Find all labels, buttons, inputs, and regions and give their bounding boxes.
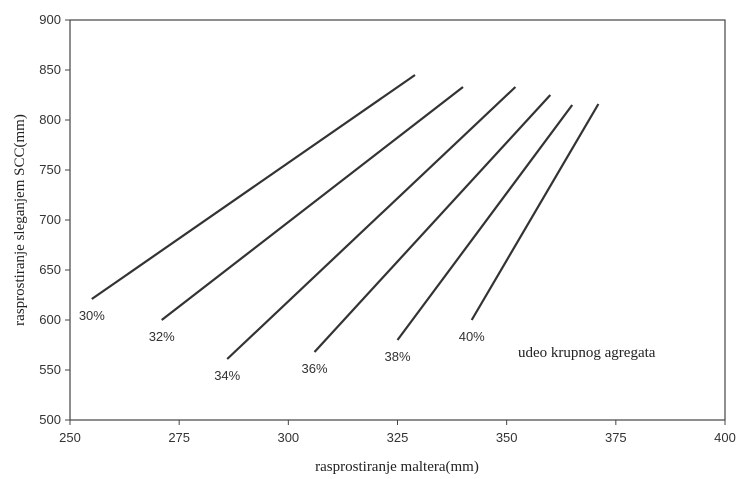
y-tick-label: 700: [39, 212, 61, 227]
x-tick-label: 250: [59, 430, 81, 445]
series-label: 40%: [459, 329, 485, 344]
y-axis-ticks: 500 550 600 650 700 750 800 850 900: [39, 12, 70, 427]
x-tick-label: 375: [605, 430, 627, 445]
x-tick-label: 400: [714, 430, 736, 445]
x-tick-label: 350: [496, 430, 518, 445]
series-label: 38%: [385, 349, 411, 364]
x-tick-label: 300: [277, 430, 299, 445]
series-line: [396, 104, 574, 341]
series-lines: [91, 74, 600, 360]
y-tick-label: 800: [39, 112, 61, 127]
series-label: 30%: [79, 308, 105, 323]
y-tick-label: 750: [39, 162, 61, 177]
series-line: [313, 94, 552, 353]
series-line: [91, 74, 416, 300]
annotation-text: udeo krupnog agregata: [518, 345, 656, 361]
series-label: 34%: [214, 368, 240, 383]
x-tick-label: 275: [168, 430, 190, 445]
series-line: [161, 86, 464, 321]
y-axis-title: rasprostiranje sleganjem SCC(mm): [12, 114, 28, 326]
y-tick-label: 500: [39, 412, 61, 427]
y-tick-label: 550: [39, 362, 61, 377]
series-labels: 30% 32% 34% 36% 38% 40%: [79, 308, 485, 383]
y-tick-label: 600: [39, 312, 61, 327]
x-tick-label: 325: [387, 430, 409, 445]
y-tick-label: 900: [39, 12, 61, 27]
series-line: [470, 103, 600, 321]
y-tick-label: 850: [39, 62, 61, 77]
series-label: 32%: [149, 329, 175, 344]
y-tick-label: 650: [39, 262, 61, 277]
series-line: [226, 86, 517, 360]
x-axis-title: rasprostiranje maltera(mm): [315, 459, 479, 475]
x-axis-ticks: 250 275 300 325 350 375 400: [59, 420, 736, 445]
series-label: 36%: [302, 361, 328, 376]
